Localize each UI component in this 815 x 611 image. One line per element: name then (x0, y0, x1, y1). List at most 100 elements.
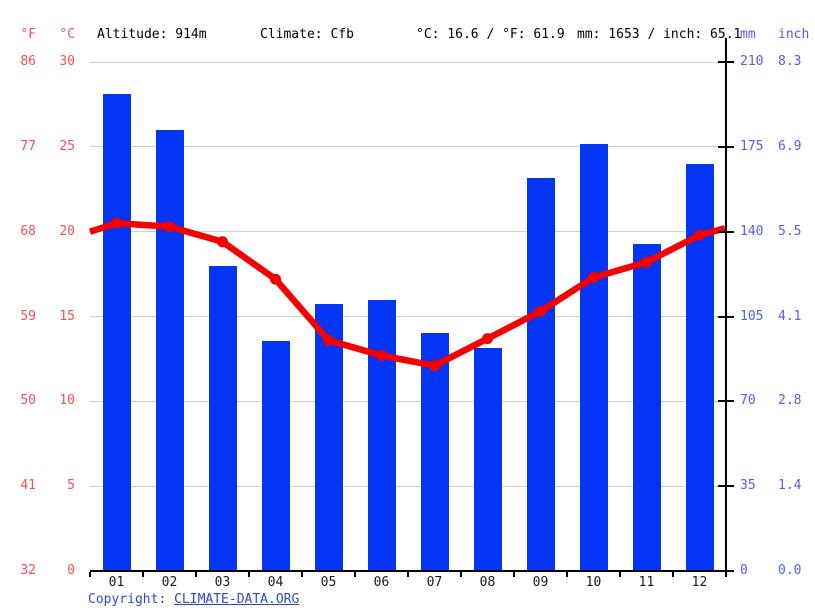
month-label-11: 11 (638, 575, 655, 590)
temperature-point-07 (429, 360, 440, 372)
x-axis-tick (460, 572, 462, 577)
precipitation-bar-01 (102, 93, 131, 571)
altitude-label: Altitude: 914m (97, 27, 207, 42)
gridline-5c (90, 485, 726, 487)
gridline-15c (90, 316, 726, 317)
precipitation-bar-11 (632, 243, 661, 571)
precipitation-bar-07 (420, 333, 449, 571)
x-axis (90, 570, 728, 572)
c-tick-label: 15 (59, 308, 75, 324)
right-y-axis-tick (718, 145, 734, 148)
inch-tick-label: 1.4 (778, 478, 802, 494)
c-tick-label: 20 (59, 223, 75, 239)
x-axis-tick (566, 572, 568, 577)
right-y-axis-tick (718, 230, 734, 233)
month-label-07: 07 (426, 575, 443, 590)
month-label-12: 12 (691, 575, 708, 590)
x-axis-tick (672, 572, 674, 577)
month-label-01: 01 (108, 575, 125, 590)
month-label-03: 03 (214, 575, 231, 590)
temperature-point-12 (694, 229, 705, 241)
total-precipitation-label: mm: 1653 / inch: 65.1 (577, 27, 742, 42)
inch-tick-label: 4.1 (778, 308, 802, 324)
month-label-02: 02 (161, 575, 178, 590)
right-y-axis-tick (718, 570, 734, 572)
x-axis-tick (142, 572, 144, 577)
c-tick-label: 0 (67, 563, 75, 578)
temperature-point-09 (535, 305, 546, 317)
right-y-axis-tick (718, 315, 734, 318)
right-y-axis (725, 38, 727, 572)
month-label-09: 09 (532, 575, 549, 590)
mm-tick-label: 105 (740, 308, 764, 324)
temperature-point-06 (376, 350, 387, 361)
inch-tick-label: 2.8 (778, 393, 802, 409)
temperature-point-03 (217, 236, 228, 248)
month-label-08: 08 (479, 575, 496, 590)
inch-tick-label: 5.5 (778, 223, 802, 239)
f-tick-label: 59 (20, 308, 36, 324)
month-label-05: 05 (320, 575, 337, 590)
c-axis-title: °C (59, 27, 75, 42)
x-axis-tick (248, 572, 250, 577)
x-axis-tick (725, 572, 727, 577)
temperature-point-11 (641, 256, 652, 268)
copyright: Copyright: CLIMATE-DATA.ORG (88, 592, 299, 607)
c-tick-label: 25 (59, 138, 75, 154)
right-y-axis-tick (718, 400, 734, 403)
temperature-point-02 (164, 221, 175, 233)
temperature-point-08 (482, 333, 493, 345)
mm-tick-label: 175 (740, 138, 764, 154)
gridline-30c (90, 61, 726, 63)
mm-tick-label: 210 (740, 54, 764, 69)
f-tick-label: 32 (20, 563, 36, 578)
mm-tick-label: 0 (740, 563, 748, 578)
temperature-point-10 (588, 272, 599, 283)
mm-tick-label: 35 (740, 478, 756, 494)
temperature-point-01 (111, 217, 122, 229)
precipitation-bar-02 (155, 129, 184, 571)
x-axis-tick (301, 572, 303, 577)
right-y-axis-tick (718, 61, 734, 63)
x-axis-tick (195, 572, 197, 577)
f-tick-label: 68 (20, 223, 36, 239)
x-axis-tick (89, 572, 91, 577)
f-tick-label: 50 (20, 393, 36, 409)
c-tick-label: 10 (59, 393, 75, 409)
x-axis-tick (354, 572, 356, 577)
mm-axis-title: mm (740, 27, 756, 42)
copyright-prefix: Copyright: (88, 592, 175, 607)
c-tick-label: 30 (59, 54, 75, 69)
month-label-10: 10 (585, 575, 602, 590)
x-axis-tick (513, 572, 515, 577)
mean-temperature-label: °C: 16.6 / °F: 61.9 (416, 27, 565, 42)
f-tick-label: 86 (20, 54, 36, 69)
x-axis-tick (407, 572, 409, 577)
gridline-20c (90, 231, 726, 233)
month-label-06: 06 (373, 575, 390, 590)
inch-tick-label: 8.3 (778, 54, 802, 69)
climate-zone-label: Climate: Cfb (260, 27, 354, 42)
mm-tick-label: 140 (740, 223, 764, 239)
f-tick-label: 41 (20, 478, 36, 494)
inch-tick-label: 6.9 (778, 138, 802, 154)
c-tick-label: 5 (67, 478, 75, 494)
precipitation-bar-10 (579, 144, 608, 571)
precipitation-bar-03 (208, 265, 237, 571)
temperature-point-05 (323, 334, 334, 346)
inch-axis-title: inch (778, 27, 810, 42)
mm-tick-label: 70 (740, 393, 756, 409)
precipitation-bar-08 (473, 348, 502, 571)
x-axis-tick (619, 572, 621, 577)
f-tick-label: 77 (20, 138, 36, 154)
month-label-04: 04 (267, 575, 284, 590)
temperature-line (89, 219, 726, 369)
precipitation-bar-06 (367, 299, 396, 571)
climate-data-link[interactable]: CLIMATE-DATA.ORG (174, 592, 300, 607)
precipitation-bar-04 (261, 340, 290, 571)
precipitation-bar-05 (314, 304, 343, 571)
gridline-10c (90, 400, 726, 402)
